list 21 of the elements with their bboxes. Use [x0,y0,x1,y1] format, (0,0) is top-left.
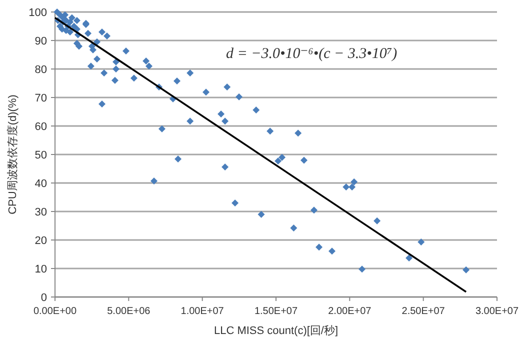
x-tick-label: 0.00E+00 [33,306,77,317]
y-tick-label: 30 [34,206,47,218]
x-tick-label: 3.00E+07 [475,306,519,317]
y-axis-title: CPU周波数依存度(d)(%) [6,94,19,214]
y-tick-label: 50 [34,150,47,162]
x-axis-title: LLC MISS count(c)[回/秒] [214,325,338,337]
x-tick-label: 2.00E+07 [328,306,372,317]
y-tick-label: 100 [28,7,47,19]
annotation: d = −3.0•10⁻⁶•(c − 3.3•10⁷) [226,46,398,62]
y-tick-label: 0 [40,292,47,304]
y-tick-label: 90 [34,36,47,48]
y-tick-label: 80 [34,64,47,76]
y-tick-label: 70 [34,92,47,104]
y-tick-label: 10 [34,264,47,276]
y-tick-label: 40 [34,178,47,190]
x-tick-label: 2.50E+07 [402,306,446,317]
y-tick-label: 20 [34,235,47,247]
y-tick-label: 60 [34,121,47,133]
x-tick-label: 5.00E+06 [107,306,151,317]
x-tick-label: 1.50E+07 [254,306,298,317]
x-tick-label: 1.00E+07 [180,306,224,317]
